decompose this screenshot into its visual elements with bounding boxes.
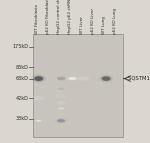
Ellipse shape xyxy=(31,74,47,83)
Ellipse shape xyxy=(77,76,90,81)
Text: p62 KO Lung: p62 KO Lung xyxy=(113,8,117,34)
Text: 42kD: 42kD xyxy=(16,96,28,101)
Ellipse shape xyxy=(58,107,65,110)
Ellipse shape xyxy=(36,120,41,121)
Text: WT Fibroblasts: WT Fibroblasts xyxy=(35,4,39,34)
Ellipse shape xyxy=(32,75,45,82)
Ellipse shape xyxy=(56,118,67,123)
Text: p62 KO Fibroblasts: p62 KO Fibroblasts xyxy=(46,0,50,34)
Text: HepG2 control shRNA (WT): HepG2 control shRNA (WT) xyxy=(57,0,61,34)
Ellipse shape xyxy=(68,77,77,80)
Ellipse shape xyxy=(32,96,46,100)
Ellipse shape xyxy=(55,86,68,91)
Text: WT Lung: WT Lung xyxy=(102,16,106,34)
Text: 33kD: 33kD xyxy=(16,116,28,121)
Ellipse shape xyxy=(56,94,67,98)
Ellipse shape xyxy=(78,77,89,80)
Ellipse shape xyxy=(55,76,67,81)
Ellipse shape xyxy=(59,108,64,109)
Text: SQSTM1 (p62): SQSTM1 (p62) xyxy=(128,76,150,81)
Ellipse shape xyxy=(57,77,65,80)
Ellipse shape xyxy=(57,101,65,104)
Text: 175kD: 175kD xyxy=(12,44,28,49)
Ellipse shape xyxy=(102,76,111,81)
Ellipse shape xyxy=(58,101,64,103)
Ellipse shape xyxy=(57,88,65,90)
Ellipse shape xyxy=(54,76,69,82)
Ellipse shape xyxy=(69,78,76,80)
Text: HepG2 p62 shRNA: HepG2 p62 shRNA xyxy=(68,0,72,34)
Ellipse shape xyxy=(54,118,68,124)
Ellipse shape xyxy=(35,120,43,122)
Text: 83kD: 83kD xyxy=(16,65,28,70)
Ellipse shape xyxy=(98,75,114,83)
Ellipse shape xyxy=(57,95,65,98)
Text: 63kD: 63kD xyxy=(16,76,28,81)
Text: WT Liver: WT Liver xyxy=(80,16,84,34)
Bar xyxy=(33,34,123,137)
Ellipse shape xyxy=(56,101,66,104)
Ellipse shape xyxy=(100,75,112,82)
Ellipse shape xyxy=(35,97,43,99)
Ellipse shape xyxy=(33,97,44,100)
Ellipse shape xyxy=(80,77,87,80)
Ellipse shape xyxy=(36,120,42,122)
Ellipse shape xyxy=(57,107,66,110)
Ellipse shape xyxy=(56,87,66,91)
Ellipse shape xyxy=(66,77,78,81)
Ellipse shape xyxy=(58,95,64,97)
Text: p62 KO Liver: p62 KO Liver xyxy=(91,7,95,34)
Ellipse shape xyxy=(34,76,43,81)
Ellipse shape xyxy=(57,119,65,123)
